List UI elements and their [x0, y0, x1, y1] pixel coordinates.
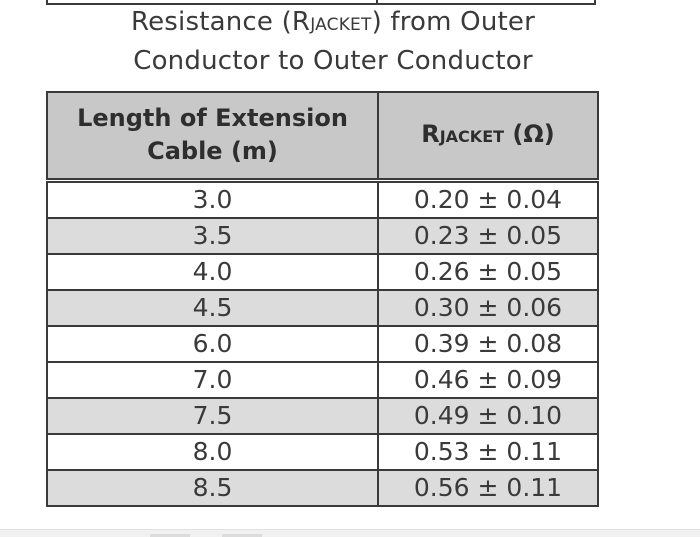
caption-line-1-prefix: Resistance (R — [131, 7, 311, 37]
table-row: 8.5 0.56 ± 0.11 — [46, 468, 599, 507]
table-row: 4.5 0.30 ± 0.06 — [46, 288, 599, 327]
rjacket-cell: 0.26 ± 0.05 — [377, 252, 599, 291]
rjacket-cell: 0.46 ± 0.09 — [377, 360, 599, 399]
header-rjacket: RJACKET (Ω) — [377, 91, 599, 183]
header-length-line-2: Cable (m) — [147, 137, 278, 166]
header-rjacket-subscript: JACKET — [439, 126, 505, 146]
table-row: 8.0 0.53 ± 0.11 — [46, 432, 599, 471]
table-row: 3.0 0.20 ± 0.04 — [46, 179, 599, 219]
rjacket-cell: 0.23 ± 0.05 — [377, 216, 599, 255]
rjacket-cell: 0.39 ± 0.08 — [377, 324, 599, 363]
caption-subscript: JACKET — [310, 15, 372, 35]
table-caption: Resistance (RJACKET) from Outer Conducto… — [46, 4, 620, 79]
resistance-table: Length of Extension Cable (m) RJACKET (Ω… — [46, 91, 599, 507]
bottom-strip-tab — [222, 534, 262, 537]
table-row: 6.0 0.39 ± 0.08 — [46, 324, 599, 363]
caption-line-1: Resistance (RJACKET) from Outer — [46, 4, 620, 43]
header-length-line-1: Length of Extension — [77, 104, 348, 133]
length-cell: 8.5 — [46, 468, 379, 507]
length-cell: 4.0 — [46, 252, 379, 291]
rjacket-cell: 0.56 ± 0.11 — [377, 468, 599, 507]
header-rjacket-prefix: R — [421, 119, 440, 148]
viewer-bottom-strip — [0, 529, 700, 537]
header-length: Length of Extension Cable (m) — [46, 91, 379, 183]
header-rjacket-suffix: (Ω) — [504, 119, 555, 148]
previous-table-edge — [46, 0, 596, 5]
rjacket-cell: 0.49 ± 0.10 — [377, 396, 599, 435]
bottom-strip-tab — [150, 534, 190, 537]
length-cell: 3.0 — [46, 179, 379, 219]
previous-table-divider — [376, 0, 378, 5]
length-cell: 8.0 — [46, 432, 379, 471]
length-cell: 3.5 — [46, 216, 379, 255]
rjacket-cell: 0.30 ± 0.06 — [377, 288, 599, 327]
table-row: 7.5 0.49 ± 0.10 — [46, 396, 599, 435]
table-row: 7.0 0.46 ± 0.09 — [46, 360, 599, 399]
length-cell: 7.5 — [46, 396, 379, 435]
caption-line-2: Conductor to Outer Conductor — [133, 46, 533, 76]
rjacket-cell: 0.20 ± 0.04 — [377, 179, 599, 219]
caption-line-1-suffix: ) from Outer — [371, 7, 535, 37]
table-row: 4.0 0.26 ± 0.05 — [46, 252, 599, 291]
table-header-row: Length of Extension Cable (m) RJACKET (Ω… — [46, 91, 599, 183]
length-cell: 7.0 — [46, 360, 379, 399]
rjacket-cell: 0.53 ± 0.11 — [377, 432, 599, 471]
length-cell: 4.5 — [46, 288, 379, 327]
table-row: 3.5 0.23 ± 0.05 — [46, 216, 599, 255]
length-cell: 6.0 — [46, 324, 379, 363]
